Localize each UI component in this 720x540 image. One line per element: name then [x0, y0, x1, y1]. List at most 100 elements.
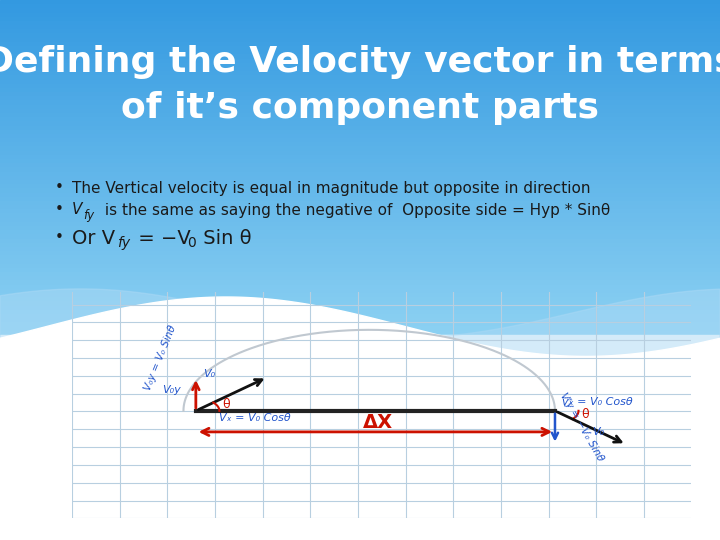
Bar	[0, 314, 720, 318]
Bar	[0, 301, 720, 306]
Text: 0: 0	[187, 236, 196, 250]
Bar	[0, 100, 720, 105]
Bar	[0, 163, 720, 167]
Bar	[0, 201, 720, 205]
Bar	[0, 96, 720, 100]
Bar	[0, 306, 720, 309]
Text: Vᶠy = −V₀ Sinθ: Vᶠy = −V₀ Sinθ	[558, 391, 606, 463]
Bar	[0, 63, 720, 67]
Bar	[0, 193, 720, 197]
Bar	[0, 322, 720, 326]
Bar	[0, 272, 720, 276]
Bar	[0, 205, 720, 209]
Bar	[0, 155, 720, 159]
Bar	[0, 42, 720, 46]
Bar	[0, 184, 720, 188]
Bar	[0, 130, 720, 134]
Text: V: V	[72, 202, 82, 218]
Bar	[0, 293, 720, 297]
Bar	[0, 4, 720, 8]
Bar	[0, 151, 720, 155]
Bar	[0, 264, 720, 268]
Text: θ: θ	[581, 408, 589, 421]
Bar	[0, 92, 720, 96]
Bar	[0, 218, 720, 222]
Text: V₀: V₀	[203, 369, 215, 379]
Bar	[0, 21, 720, 25]
Text: The Vertical velocity is equal in magnitude but opposite in direction: The Vertical velocity is equal in magnit…	[72, 180, 590, 195]
Bar	[0, 71, 720, 75]
Bar	[0, 268, 720, 272]
Bar	[0, 285, 720, 289]
Bar	[0, 59, 720, 63]
Text: θ: θ	[222, 397, 230, 410]
Bar	[0, 0, 720, 4]
Bar	[0, 38, 720, 42]
Bar	[0, 251, 720, 255]
Text: V₀y = V₀ Sinθ: V₀y = V₀ Sinθ	[143, 323, 179, 392]
Bar	[0, 280, 720, 285]
Bar	[0, 326, 720, 330]
Bar	[0, 180, 720, 184]
Text: vₓ = V₀ Cosθ: vₓ = V₀ Cosθ	[562, 397, 633, 407]
Text: •: •	[55, 231, 64, 246]
Bar	[0, 209, 720, 213]
Bar	[0, 276, 720, 280]
Bar	[0, 12, 720, 17]
Bar	[0, 188, 720, 193]
Bar	[0, 29, 720, 33]
Bar	[0, 17, 720, 21]
Bar	[0, 75, 720, 79]
Bar	[0, 289, 720, 293]
Text: of it’s component parts: of it’s component parts	[121, 91, 599, 125]
Bar	[0, 226, 720, 230]
Bar	[0, 167, 720, 172]
Text: Defining the Velocity vector in terms: Defining the Velocity vector in terms	[0, 45, 720, 79]
Bar	[0, 105, 720, 109]
Text: V₀: V₀	[592, 427, 604, 437]
Text: •: •	[55, 180, 64, 195]
Bar	[0, 125, 720, 130]
Bar	[0, 159, 720, 163]
Text: ΔX: ΔX	[363, 413, 393, 432]
Bar	[0, 122, 720, 125]
Bar	[0, 143, 720, 146]
Bar	[0, 243, 720, 247]
Bar	[0, 335, 720, 540]
Bar	[0, 55, 720, 59]
Bar	[0, 230, 720, 234]
Bar	[0, 318, 720, 322]
Bar	[0, 213, 720, 218]
Bar	[0, 113, 720, 117]
Text: = −V: = −V	[132, 228, 191, 247]
Bar	[0, 222, 720, 226]
Bar	[0, 255, 720, 259]
Bar	[0, 88, 720, 92]
Bar	[0, 330, 720, 335]
Bar	[0, 46, 720, 50]
Text: Sin θ: Sin θ	[197, 228, 251, 247]
Bar	[0, 247, 720, 251]
Bar	[0, 197, 720, 201]
Bar	[0, 84, 720, 88]
Bar	[0, 33, 720, 38]
Bar	[0, 67, 720, 71]
Bar	[0, 117, 720, 122]
Text: V₀y: V₀y	[162, 385, 181, 395]
Text: •: •	[55, 202, 64, 218]
Text: is the same as saying the negative of  Opposite side = Hyp * Sinθ: is the same as saying the negative of Op…	[100, 202, 611, 218]
Bar	[0, 138, 720, 142]
Bar	[0, 146, 720, 151]
Bar	[0, 239, 720, 243]
Text: Vₓ = V₀ Cosθ: Vₓ = V₀ Cosθ	[220, 413, 291, 423]
Bar	[0, 8, 720, 12]
Bar	[0, 309, 720, 314]
Text: fy: fy	[117, 236, 130, 250]
Bar	[0, 234, 720, 239]
Bar	[0, 79, 720, 84]
Bar	[0, 176, 720, 180]
Bar	[0, 259, 720, 264]
Text: fy: fy	[83, 208, 94, 221]
Bar	[0, 109, 720, 113]
Bar	[0, 25, 720, 29]
